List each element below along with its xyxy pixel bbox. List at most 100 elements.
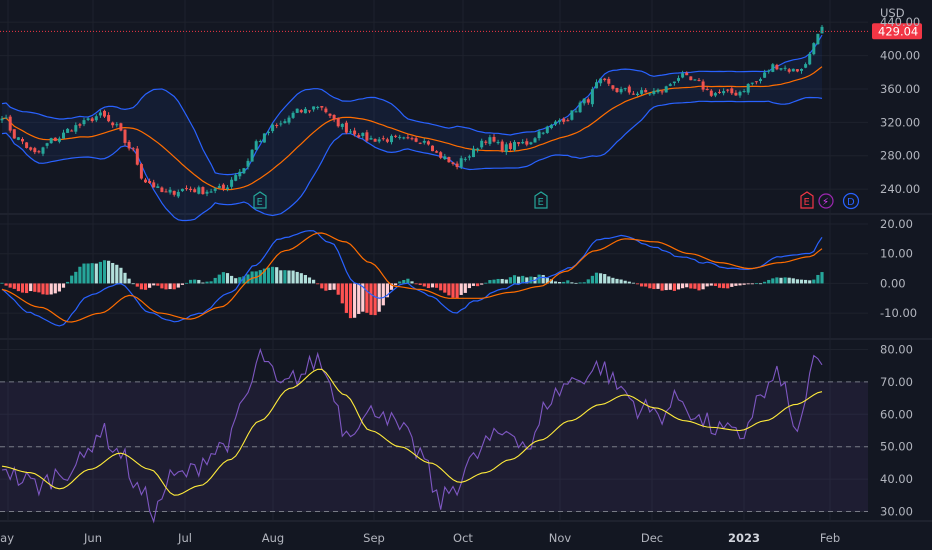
time-axis[interactable]: ay Jun Jul Aug Sep Oct Nov Dec 2023 Feb xyxy=(0,531,840,545)
candle[interactable] xyxy=(697,78,701,82)
candle[interactable] xyxy=(86,117,90,122)
candle[interactable] xyxy=(476,147,480,153)
candle[interactable] xyxy=(763,69,767,78)
candle[interactable] xyxy=(586,97,590,105)
candle[interactable] xyxy=(131,146,135,152)
candle[interactable] xyxy=(627,84,631,95)
candle[interactable] xyxy=(115,122,119,128)
candle[interactable] xyxy=(443,153,447,160)
macd-pane[interactable] xyxy=(0,230,824,327)
candle[interactable] xyxy=(406,134,410,140)
candle[interactable] xyxy=(537,129,541,141)
candle[interactable] xyxy=(644,88,648,93)
candle[interactable] xyxy=(385,137,389,144)
candle[interactable] xyxy=(33,146,37,155)
candle[interactable] xyxy=(685,71,689,76)
candle[interactable] xyxy=(775,63,779,71)
candle[interactable] xyxy=(230,177,234,190)
candle[interactable] xyxy=(90,116,94,123)
rsi-pane[interactable] xyxy=(0,347,868,524)
candle[interactable] xyxy=(123,129,127,146)
candle[interactable] xyxy=(521,139,525,145)
candle[interactable] xyxy=(283,118,287,124)
candle[interactable] xyxy=(41,146,45,157)
candle[interactable] xyxy=(816,33,820,45)
candle[interactable] xyxy=(500,139,504,153)
candle[interactable] xyxy=(74,122,78,134)
candle[interactable] xyxy=(722,88,726,96)
candle[interactable] xyxy=(418,142,422,145)
split-marker[interactable]: ⚡ xyxy=(818,193,834,209)
candle[interactable] xyxy=(734,90,738,96)
candle[interactable] xyxy=(640,87,644,96)
candle[interactable] xyxy=(390,134,393,145)
candle[interactable] xyxy=(135,146,139,166)
candle[interactable] xyxy=(353,127,357,137)
candle[interactable] xyxy=(53,137,57,142)
candle[interactable] xyxy=(488,134,492,146)
candle[interactable] xyxy=(451,161,455,166)
candle[interactable] xyxy=(209,188,213,193)
candle[interactable] xyxy=(767,69,771,74)
candle[interactable] xyxy=(718,89,721,94)
candle[interactable] xyxy=(324,106,328,114)
candle[interactable] xyxy=(70,129,74,132)
candle[interactable] xyxy=(508,141,512,151)
candle[interactable] xyxy=(410,136,414,141)
candle[interactable] xyxy=(435,150,439,153)
candle[interactable] xyxy=(21,137,24,145)
candle[interactable] xyxy=(226,185,229,192)
candle[interactable] xyxy=(258,139,262,143)
candle[interactable] xyxy=(201,186,205,195)
candle[interactable] xyxy=(820,24,824,34)
candle[interactable] xyxy=(299,109,303,114)
candle[interactable] xyxy=(398,134,402,140)
candle[interactable] xyxy=(804,62,808,69)
candle[interactable] xyxy=(213,187,217,194)
candle[interactable] xyxy=(8,114,12,133)
candle[interactable] xyxy=(517,142,521,147)
candle[interactable] xyxy=(574,108,578,113)
candle[interactable] xyxy=(291,111,295,119)
candle[interactable] xyxy=(549,123,553,130)
price-pane[interactable] xyxy=(0,24,868,222)
candle[interactable] xyxy=(652,88,656,96)
candle[interactable] xyxy=(303,107,307,114)
candle[interactable] xyxy=(29,146,33,152)
candle[interactable] xyxy=(139,162,143,180)
candle[interactable] xyxy=(189,186,193,193)
candle[interactable] xyxy=(246,158,250,170)
candle[interactable] xyxy=(328,113,332,119)
candle[interactable] xyxy=(709,89,713,97)
candle[interactable] xyxy=(677,75,680,83)
candle[interactable] xyxy=(221,183,225,192)
candle[interactable] xyxy=(180,188,184,193)
macd-axis[interactable]: 20.00 10.00 0.00 -10.00 xyxy=(880,217,917,320)
candle[interactable] xyxy=(599,78,603,87)
earnings-marker[interactable]: E xyxy=(534,191,548,209)
candle[interactable] xyxy=(242,167,246,175)
candle[interactable] xyxy=(193,187,197,193)
candle[interactable] xyxy=(484,140,488,146)
candle[interactable] xyxy=(595,79,598,89)
candle[interactable] xyxy=(402,136,406,140)
candle[interactable] xyxy=(812,42,816,56)
candle[interactable] xyxy=(746,83,750,95)
candle[interactable] xyxy=(693,79,697,81)
candle[interactable] xyxy=(705,86,709,91)
candle[interactable] xyxy=(148,178,152,184)
candle[interactable] xyxy=(373,138,377,142)
candle[interactable] xyxy=(336,117,340,128)
candle[interactable] xyxy=(287,115,291,125)
candle[interactable] xyxy=(185,185,188,191)
candle[interactable] xyxy=(562,117,566,125)
candle[interactable] xyxy=(344,120,348,135)
candle[interactable] xyxy=(12,129,16,139)
candle[interactable] xyxy=(254,139,258,151)
earnings-marker-upcoming[interactable]: E xyxy=(800,191,814,209)
candle[interactable] xyxy=(570,110,574,121)
candle[interactable] xyxy=(611,85,615,91)
candle[interactable] xyxy=(414,136,418,143)
candle[interactable] xyxy=(463,157,467,162)
candle[interactable] xyxy=(66,127,70,133)
